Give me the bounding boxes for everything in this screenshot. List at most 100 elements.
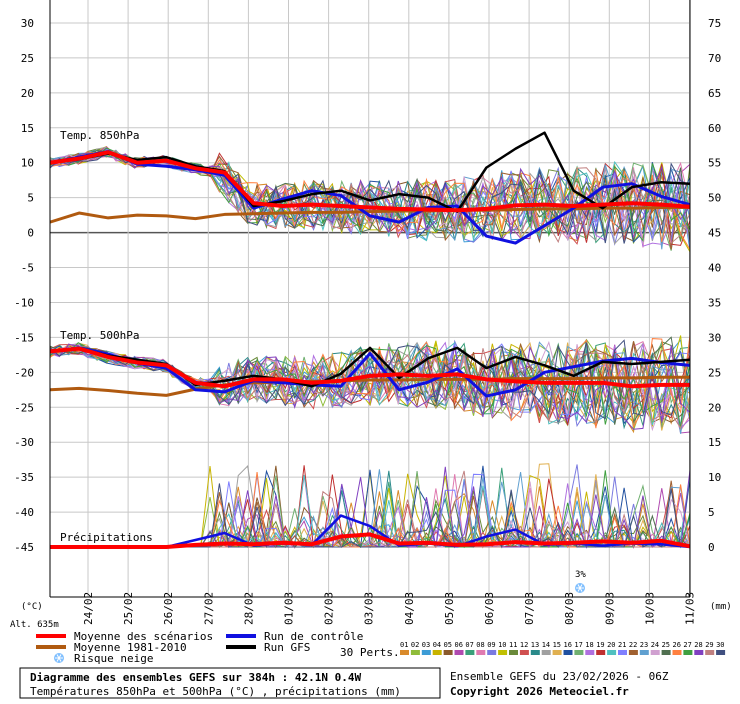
member-legend-label: 25 <box>662 641 670 649</box>
member-legend-swatch <box>639 650 649 655</box>
member-legend-label: 11 <box>509 641 517 649</box>
member-legend-swatch <box>454 650 464 655</box>
right-tick-label: 55 <box>708 157 721 170</box>
legend-snow: Risque neige <box>74 652 153 665</box>
left-tick-label: -30 <box>14 436 34 449</box>
member-legend-label: 30 <box>716 641 724 649</box>
member-legend-label: 29 <box>705 641 713 649</box>
snowflake-icon <box>575 583 585 593</box>
altitude-label: Alt. 635m <box>10 620 59 630</box>
left-tick-label: -25 <box>14 401 34 414</box>
right-tick-label: 60 <box>708 122 721 135</box>
t500-control-line <box>49 346 691 398</box>
panel-label-500: Temp. 500hPa <box>60 329 139 342</box>
member-legend-label: 01 <box>400 641 408 649</box>
member-legend-swatch <box>443 650 453 655</box>
member-legend-label: 22 <box>629 641 637 649</box>
legend-climo: Moyenne 1981-2010 <box>74 641 187 654</box>
member-t500-line <box>49 339 691 420</box>
member-legend-swatch <box>400 650 409 655</box>
member-legend-label: 09 <box>487 641 495 649</box>
chart-title: Diagramme des ensembles GEFS sur 384h : … <box>30 671 362 684</box>
right-tick-label: 75 <box>708 17 721 30</box>
x-tick-label: 01/03 <box>283 592 296 625</box>
left-tick-label: 5 <box>27 192 34 205</box>
member-legend-swatch <box>530 650 540 655</box>
left-tick-label: 15 <box>21 122 34 135</box>
member-legend-label: 18 <box>585 641 593 649</box>
right-tick-label: 40 <box>708 262 721 275</box>
left-tick-label: -35 <box>14 471 34 484</box>
left-tick-label: 20 <box>21 87 34 100</box>
snow-risk-value: 3% <box>575 570 586 580</box>
t500-mean-line <box>49 346 690 389</box>
right-tick-label: 70 <box>708 52 721 65</box>
member-legend-swatch <box>541 650 551 655</box>
run-label: Ensemble GEFS du 23/02/2026 - 06Z <box>450 670 669 683</box>
member-legend-label: 23 <box>640 641 648 649</box>
member-legend-swatch <box>574 650 584 655</box>
right-tick-label: 65 <box>708 87 721 100</box>
member-legend-label: 08 <box>476 641 484 649</box>
left-tick-label: -5 <box>21 262 34 275</box>
member-legend-swatch <box>563 650 573 655</box>
member-legend-swatch <box>672 650 682 655</box>
x-tick-label: 05/03 <box>443 592 456 625</box>
x-tick-label: 28/02 <box>242 592 255 625</box>
left-tick-label: -45 <box>14 541 34 554</box>
precip-mean-line <box>50 532 691 549</box>
x-tick-label: 04/03 <box>403 592 416 625</box>
member-legend-swatch <box>421 650 431 655</box>
member-legend-swatch <box>705 650 715 655</box>
member-legend-label: 06 <box>455 641 463 649</box>
legend-gfs: Run GFS <box>264 641 310 654</box>
member-legend-swatch <box>552 650 562 655</box>
member-legend-label: 14 <box>542 641 550 649</box>
member-legend-label: 07 <box>465 641 473 649</box>
member-legend-label: 27 <box>683 641 691 649</box>
legend-control: Run de contrôle <box>264 630 363 643</box>
member-legend-swatch <box>585 650 595 655</box>
right-tick-label: 25 <box>708 366 721 379</box>
copyright: Copyright 2026 Meteociel.fr <box>450 685 629 698</box>
right-tick-label: 35 <box>708 296 721 309</box>
member-legend-label: 13 <box>531 641 539 649</box>
member-legend-swatch <box>661 650 671 655</box>
right-tick-label: 30 <box>708 331 721 344</box>
member-legend-label: 16 <box>564 641 572 649</box>
member-legend-label: 21 <box>618 641 626 649</box>
member-legend-label: 24 <box>651 641 659 649</box>
member-legend-swatch <box>487 650 497 655</box>
member-legend: 01 02 03 04 05 06 07 08 09 10 11 12 13 14 15 16 17 18 19 20… <box>400 641 726 655</box>
x-tick-label: 08/03 <box>563 592 576 625</box>
member-legend-label: 28 <box>694 641 702 649</box>
panel-label-850: Temp. 850hPa <box>60 129 139 142</box>
member-legend-label: 20 <box>607 641 615 649</box>
right-tick-label: 5 <box>708 506 715 519</box>
member-legend-swatch <box>476 650 486 655</box>
legend-mean: Moyenne des scénarios <box>74 630 213 643</box>
x-tick-label: 26/02 <box>162 592 175 625</box>
left-tick-label: -40 <box>14 506 34 519</box>
member-legend-swatch <box>607 650 617 655</box>
chart-subtitle: Températures 850hPa et 500hPa (°C) , pré… <box>30 685 401 698</box>
right-tick-label: 45 <box>708 227 721 240</box>
x-tick-label: 24/02 <box>82 592 95 625</box>
member-legend-swatch <box>694 650 704 655</box>
member-legend-label: 05 <box>444 641 452 649</box>
right-tick-label: 15 <box>708 436 721 449</box>
info-box <box>19 667 441 699</box>
snow-risk: 3% <box>575 570 586 593</box>
member-legend-label: 15 <box>553 641 561 649</box>
member-legend-label: 02 <box>411 641 419 649</box>
member-legend-label: 04 <box>433 641 441 649</box>
t850-control-line <box>49 150 691 245</box>
right-tick-label: 0 <box>708 541 715 554</box>
member-legend-label: 26 <box>673 641 681 649</box>
legend-snow-icon <box>54 653 64 663</box>
member-legend-swatch <box>519 650 529 655</box>
t850-mean-line <box>49 150 691 213</box>
t500-climo-line <box>49 375 690 397</box>
